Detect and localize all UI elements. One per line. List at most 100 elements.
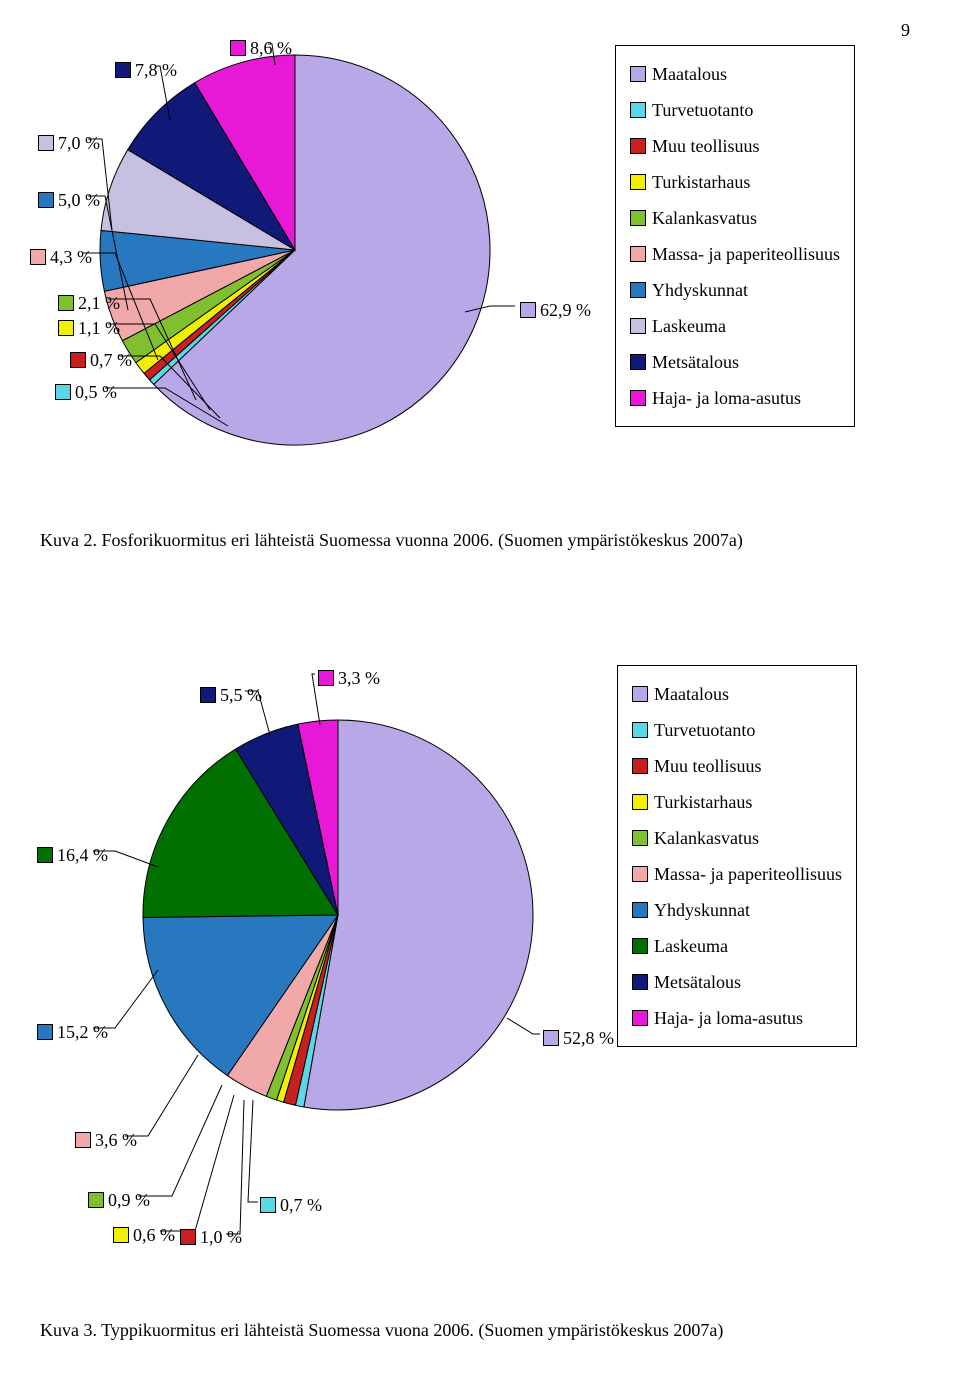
legend-label: Metsätalous [654,972,741,992]
legend-label: Metsätalous [652,352,739,372]
slice-label: 7,0 % [38,133,100,154]
swatch-icon [58,320,74,336]
slice-label-text: 8,6 % [250,38,292,58]
legend-label: Maatalous [654,684,729,704]
swatch-icon [230,40,246,56]
leader-line [125,1055,198,1136]
slice-label-text: 16,4 % [57,845,108,865]
legend-item: Turvetuotanto [630,92,840,128]
swatch-icon [632,758,648,774]
legend-item: Maatalous [630,56,840,92]
slice-label-text: 1,0 % [200,1227,242,1247]
slice-label: 8,6 % [230,38,292,59]
slice-label-text: 0,9 % [108,1190,150,1210]
swatch-icon [632,974,648,990]
slice-label-text: 0,5 % [75,382,117,402]
slice-label-text: 3,3 % [338,668,380,688]
legend-item: Massa- ja paperiteollisuus [632,856,842,892]
legend-item: Muu teollisuus [630,128,840,164]
legend-label: Muu teollisuus [654,756,762,776]
swatch-icon [70,352,86,368]
swatch-icon [632,902,648,918]
legend-item: Maatalous [632,676,842,712]
swatch-icon [632,794,648,810]
slice-label-text: 4,3 % [50,247,92,267]
slice-label-text: 5,0 % [58,190,100,210]
swatch-icon [88,1192,104,1208]
swatch-icon [200,687,216,703]
slice-label-text: 7,0 % [58,133,100,153]
legend-item: Haja- ja loma-asutus [630,380,840,416]
swatch-icon [630,66,646,82]
swatch-icon [630,282,646,298]
legend-chart-1: Maatalous Turvetuotanto Muu teollisuus Turk… [615,45,855,427]
swatch-icon [630,246,646,262]
swatch-icon [113,1227,129,1243]
slice-label: 3,3 % [318,668,380,689]
legend-item: Turkistarhaus [632,784,842,820]
legend-label: Haja- ja loma-asutus [654,1008,803,1028]
swatch-icon [630,174,646,190]
slice-label: 16,4 % [37,845,108,866]
slice-label: 62,9 % [520,300,591,321]
legend-item: Metsätalous [630,344,840,380]
page: 9 62,9 %0,7 %1,1 %2,1 %4,3 %5,0 %7,0 %7,… [0,0,960,1392]
legend-item: Kalankasvatus [630,200,840,236]
legend-item: Kalankasvatus [632,820,842,856]
legend-label: Yhdyskunnat [654,900,750,920]
slice-label: 5,0 % [38,190,100,211]
swatch-icon [37,1024,53,1040]
leader-line [248,1100,258,1202]
swatch-icon [632,1010,648,1026]
swatch-icon [630,102,646,118]
legend-label: Massa- ja paperiteollisuus [652,244,840,264]
leader-line [93,970,158,1028]
slice-label-text: 0,7 % [280,1195,322,1215]
legend-label: Turvetuotanto [654,720,755,740]
legend-label: Maatalous [652,64,727,84]
swatch-icon [38,192,54,208]
slice-label: 4,3 % [30,247,92,268]
swatch-icon [632,830,648,846]
swatch-icon [37,847,53,863]
legend-label: Turkistarhaus [652,172,750,192]
caption-chart-2: Kuva 3. Typpikuormitus eri lähteistä Suo… [40,1320,723,1341]
legend-label: Laskeuma [652,316,726,336]
swatch-icon [75,1132,91,1148]
slice-label-text: 7,8 % [135,60,177,80]
legend-label: Kalankasvatus [654,828,759,848]
legend-item: Metsätalous [632,964,842,1000]
legend-item: Haja- ja loma-asutus [632,1000,842,1036]
swatch-icon [632,722,648,738]
legend-chart-2: Maatalous Turvetuotanto Muu teollisuus Turk… [617,665,857,1047]
leader-line [507,1018,540,1034]
legend-item: Yhdyskunnat [630,272,840,308]
slice-label: 1,1 % [58,318,120,339]
swatch-icon [630,390,646,406]
slice-label: 0,7 % [70,350,132,371]
legend-item: Turkistarhaus [630,164,840,200]
legend-item: Massa- ja paperiteollisuus [630,236,840,272]
swatch-icon [632,686,648,702]
legend-label: Turvetuotanto [652,100,753,120]
legend-label: Muu teollisuus [652,136,760,156]
slice-label: 15,2 % [37,1022,108,1043]
swatch-icon [38,135,54,151]
swatch-icon [260,1197,276,1213]
slice-label-text: 0,7 % [90,350,132,370]
slice-label: 1,0 % [180,1227,242,1248]
slice-label: 5,5 % [200,685,262,706]
swatch-icon [180,1229,196,1245]
slice-label: 52,8 % [543,1028,614,1049]
swatch-icon [55,384,71,400]
slice-label-text: 5,5 % [220,685,262,705]
slice-label-text: 0,6 % [133,1225,175,1245]
legend-item: Laskeuma [630,308,840,344]
swatch-icon [543,1030,559,1046]
slice-label: 2,1 % [58,293,120,314]
swatch-icon [630,318,646,334]
slice-label: 0,6 % [113,1225,175,1246]
slice-label-text: 15,2 % [57,1022,108,1042]
swatch-icon [115,62,131,78]
swatch-icon [520,302,536,318]
